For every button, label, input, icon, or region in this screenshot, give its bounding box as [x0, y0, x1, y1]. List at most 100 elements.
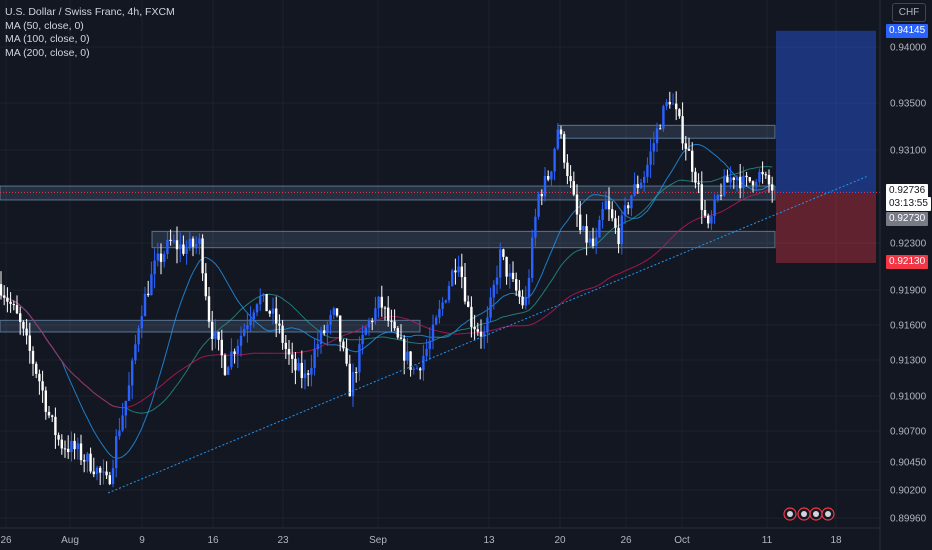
candle-body	[169, 239, 172, 241]
candle-body	[719, 195, 723, 197]
candle-body	[22, 321, 25, 329]
sr-zone	[0, 185, 776, 201]
candle-body	[572, 181, 575, 195]
candle-body	[204, 273, 207, 297]
symbol-title[interactable]: U.S. Dollar / Swiss Franc, 4h, FXCM	[5, 6, 175, 18]
candle-body	[124, 400, 127, 416]
target-price-tag: 0.94145	[886, 24, 929, 38]
candle-body	[307, 373, 310, 375]
candle-body	[486, 317, 489, 333]
candle-body	[6, 297, 9, 302]
candle-body	[92, 471, 95, 475]
candle-body	[649, 151, 652, 165]
stop-zone	[776, 193, 876, 263]
candle-body	[479, 331, 483, 337]
candle-body	[735, 176, 739, 181]
candle-body	[755, 181, 758, 186]
candle-body	[713, 199, 716, 217]
candle-body	[470, 306, 473, 327]
ma50-label[interactable]: MA (50, close, 0)	[5, 19, 84, 32]
candle-body	[25, 328, 28, 336]
candle-body	[137, 328, 140, 345]
candle-body	[175, 240, 179, 250]
candle-body	[732, 177, 735, 181]
candle-body	[601, 209, 604, 220]
event-flags[interactable]	[783, 507, 835, 521]
candle-body	[412, 368, 415, 370]
candle-body	[335, 308, 339, 316]
candle-body	[31, 350, 35, 364]
time-tick-label: 26	[620, 535, 632, 546]
candle-body	[316, 344, 319, 350]
candle-body	[281, 325, 284, 343]
candle-body	[291, 354, 294, 359]
candle-body	[28, 335, 31, 351]
candle-body	[265, 294, 268, 312]
candle-body	[134, 344, 137, 361]
candle-body	[707, 215, 710, 224]
moving-averages	[0, 144, 773, 459]
candle-body	[745, 175, 748, 178]
candle-body	[419, 368, 422, 371]
time-tick-label: Sep	[369, 535, 387, 546]
candle-body	[166, 239, 169, 254]
time-tick-label: Oct	[674, 535, 690, 546]
candle-body	[156, 253, 159, 261]
candle-body	[771, 184, 774, 191]
candle-body	[143, 293, 147, 317]
candle-body	[396, 328, 399, 338]
candle-body	[73, 440, 76, 450]
candle-body	[108, 475, 111, 485]
ma100-label[interactable]: MA (100, close, 0)	[5, 33, 90, 45]
candle-body	[675, 103, 678, 110]
price-tick-label: 0.90450	[890, 458, 927, 469]
candle-body	[217, 331, 220, 340]
ma200-label[interactable]: MA (200, close, 0)	[5, 46, 90, 59]
sr-zone	[151, 230, 776, 249]
candle-body	[598, 219, 601, 238]
candle-body	[310, 367, 313, 375]
currency-button[interactable]: CHF	[892, 3, 926, 22]
candle-body	[233, 351, 236, 355]
candle-body	[377, 296, 380, 309]
candle-body	[140, 316, 143, 329]
candle-body	[614, 218, 617, 228]
candle-body	[748, 177, 751, 182]
candle-body	[380, 296, 383, 308]
price-tick-label: 0.91600	[890, 321, 927, 332]
candle-body	[463, 277, 467, 302]
candle-body	[633, 184, 636, 196]
candle-body	[268, 311, 271, 314]
candle-body	[150, 274, 153, 296]
candle-body	[457, 266, 460, 273]
candle-body	[476, 329, 479, 332]
candle-body	[239, 335, 243, 346]
candle-body	[668, 102, 671, 105]
candle-body	[214, 331, 217, 339]
candle-body	[761, 171, 764, 175]
long-position-tool[interactable]	[0, 30, 880, 263]
price-tick-label: 0.89960	[890, 514, 927, 525]
candle-body	[99, 467, 102, 473]
candle-body	[172, 240, 175, 242]
candle-body	[313, 349, 316, 368]
candle-body	[435, 317, 438, 325]
candle-body	[195, 244, 198, 247]
candle-body	[431, 324, 435, 341]
candle-body	[643, 176, 646, 183]
candle-body	[54, 416, 57, 436]
candle-body	[620, 215, 623, 245]
candle-body	[716, 195, 719, 200]
price-tick-label: 0.93500	[890, 99, 927, 110]
price-tick-label: 0.93100	[890, 146, 927, 157]
candle-body	[236, 345, 239, 355]
candle-body	[127, 385, 131, 401]
candle-body	[303, 373, 307, 379]
event-flag-dot	[801, 511, 807, 517]
trendline[interactable]	[107, 175, 869, 494]
price-tick-label: 0.90200	[890, 486, 927, 497]
stop-price-tag: 0.92130	[886, 255, 929, 269]
candle-body	[579, 214, 582, 231]
candle-body	[300, 362, 303, 379]
